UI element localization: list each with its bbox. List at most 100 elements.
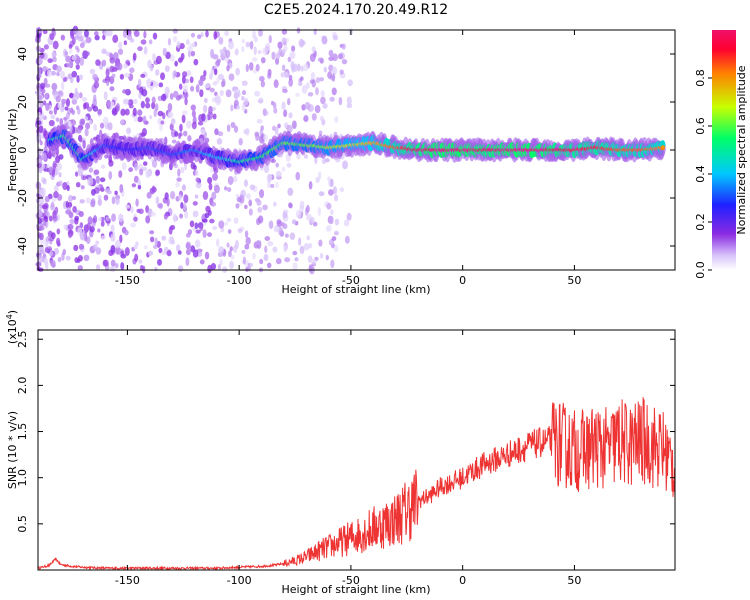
spectrogram-cell [182,203,187,211]
spectrogram-cell [37,57,42,65]
spectrogram-cell [61,101,65,108]
spectrogram-cell [53,106,58,115]
spectrogram-cell [145,102,151,109]
spectrogram-cell [107,29,113,37]
spectrogram-cell [204,212,210,219]
spectrogram-cell [263,134,269,142]
spectrogram-cell [330,209,334,215]
spectrogram-cell [334,218,340,226]
spectrogram-cell [272,102,277,109]
spectrogram-cell [109,76,115,85]
spectrogram-cell [287,97,291,106]
spectrogram-cell [291,120,297,130]
spectrogram-cell [333,244,339,253]
spectrogram-cell [219,89,224,97]
spectrogram-cell [124,247,130,256]
spectrogram-cell [95,240,100,245]
spectrogram-cell [82,175,87,181]
spectrogram-cell [124,204,131,209]
spectrogram-cell [235,203,240,209]
spectrogram-cell [181,114,186,124]
spectrogram-cell [79,42,85,49]
spectrogram-cell [177,132,182,140]
spectrogram-cell [307,92,314,97]
spectrogram-cell [212,172,218,181]
spectrogram-cell [99,129,103,138]
spectrogram-cell [196,248,203,253]
colorbar-gradient [712,30,736,270]
spectrogram-cell [145,97,150,104]
spectrogram-cell [157,203,163,209]
spectrogram-cell [78,211,84,217]
spectrogram-cell [331,236,337,241]
spectrogram-cell [191,121,197,130]
spectrogram-cell [245,41,250,48]
spectrogram-cell [105,216,110,222]
spectrogram-cell [183,194,189,204]
spectrogram-cell [208,182,213,191]
spectrogram-cell [202,229,207,238]
spectrogram-cell [328,49,334,57]
snr-x-ticks: -150 -100 -50 0 50 [115,330,581,587]
spectrogram-cell [268,35,272,44]
spectrogram-cell [75,182,81,188]
spectrogram-cell [132,98,138,105]
snr-y-label: SNR (10 * v/v) [6,411,19,489]
spectrogram-cell [242,256,247,265]
spectrogram-cell [323,66,328,73]
spectrogram-cell [263,253,269,262]
spectrogram-cell [179,123,183,132]
spectrogram-cell [100,164,106,169]
spectrogram-cell [311,113,317,121]
colorbar-tick-label: 0.4 [694,165,707,183]
spectrogram-cell [263,164,270,174]
spectrogram-cell [326,224,332,232]
spectrogram-cell [155,69,160,76]
spectrogram-cell [178,83,183,90]
spectrogram-cell [256,199,262,206]
colorbar-ticks: 0.0 0.2 0.4 0.6 0.8 [694,69,712,279]
spectrogram-cell [50,70,57,76]
spectrogram-cell [213,167,219,174]
spectrogram-cell [201,218,208,223]
spectrogram-cell [97,108,103,116]
spectrogram-cell [296,153,301,160]
spectrogram-cell [342,160,348,170]
spectrogram-cell [133,175,139,183]
snr-y-multiplier: (x104) [5,310,19,344]
spectrogram-cell [44,93,49,99]
spectrogram-cell [93,169,100,175]
spectrogram-cell [92,105,99,112]
spectrogram-cell [181,184,186,191]
spectrogram-cell [79,56,85,66]
snr-series-line [38,397,675,570]
spectrogram-cell [75,45,79,50]
spectrogram-cell [122,98,129,105]
spectrogram-cell [209,87,215,93]
spectrogram-cell [135,198,139,207]
spectrogram-cell [212,225,218,230]
spectrogram-cell [83,116,89,122]
spectrogram-cell [291,219,297,225]
spectrogram-cell [312,221,318,227]
spectrogram-y-tick-label: -20 [16,189,29,207]
spectrogram-cell [94,35,100,41]
spectrogram-cell [191,42,196,48]
spectrogram-cell [185,248,191,256]
spectrogram-cell [187,229,193,235]
spectrogram-cell [142,115,147,124]
spectrogram-cell [134,253,139,262]
spectrogram-cell [217,131,224,137]
snr-y-tick-label: 2.0 [16,377,29,395]
spectrogram-cell [160,120,165,125]
spectrogram-cell [304,102,311,110]
spectrogram-cell [186,120,192,129]
spectrogram-cell [183,92,189,99]
spectrogram-cell [86,106,93,112]
spectrogram-cell [292,262,298,272]
spectrogram-cell [280,72,285,78]
spectrogram-cell [180,202,184,209]
spectrogram-cell [303,243,310,251]
spectrogram-cell [318,239,323,247]
spectrogram-cell [157,258,162,266]
